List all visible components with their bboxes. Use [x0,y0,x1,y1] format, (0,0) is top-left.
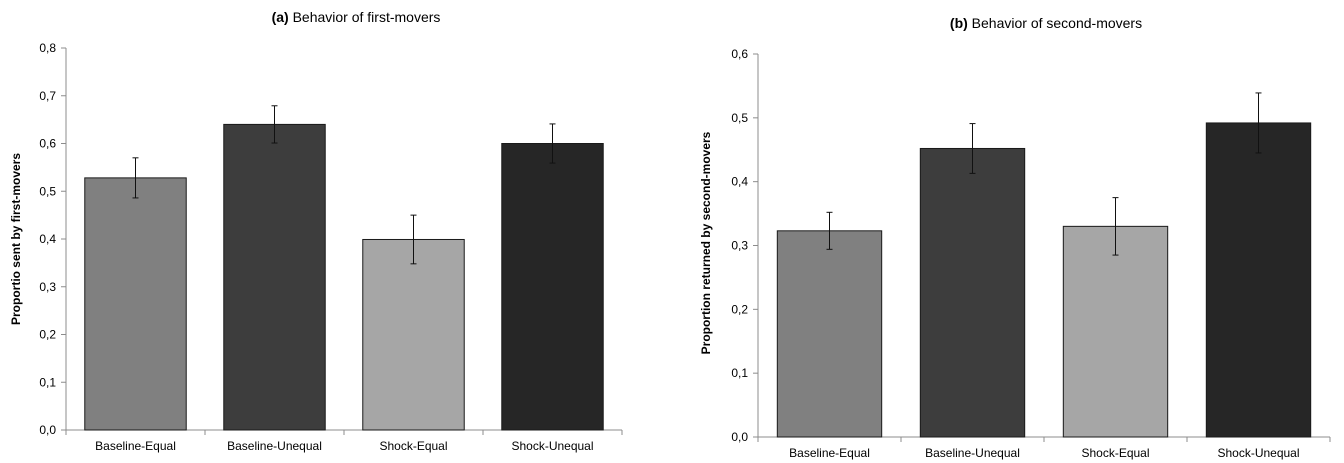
x-tick-label: Shock-Unequal [1217,446,1299,460]
bar-baseline-unequal [919,147,1026,438]
y-axis-label: Proportio sent by first-movers [9,153,23,325]
x-tick-label: Shock-Unequal [511,439,593,453]
y-tick-label: 0,0 [39,423,56,437]
bar-shock-unequal [501,143,604,431]
y-tick-label: 0,2 [731,302,748,316]
y-tick-label: 0,5 [731,111,748,125]
chart-panel-a: (a) Behavior of first-movers Proportio se… [9,9,623,453]
chart-panel-b: (b) Behavior of second-movers Proportion … [699,15,1331,460]
chart-title-prefix: (a) [272,9,293,25]
chart-title-text: Behavior of first-movers [293,9,441,25]
y-tick-label: 0,6 [731,47,748,61]
y-tick-label: 0,4 [39,232,56,246]
chart-title: (a) Behavior of first-movers [272,9,441,25]
bar-shock-unequal [1205,122,1312,438]
x-tick-label: Baseline-Unequal [227,439,322,453]
y-tick-label: 0,3 [731,239,748,253]
y-tick-label: 0,6 [39,137,56,151]
y-tick-label: 0,7 [39,89,56,103]
x-tick-label: Baseline-Unequal [925,446,1020,460]
y-tick-label: 0,2 [39,328,56,342]
y-tick-label: 0,3 [39,280,56,294]
x-tick-label: Shock-Equal [1081,446,1149,460]
chart-title-text: Behavior of second-movers [972,15,1142,31]
bar-baseline-unequal [223,123,326,431]
bar-shock-equal [362,238,465,431]
chart-title: (b) Behavior of second-movers [950,15,1142,31]
y-tick-label: 0,4 [731,175,748,189]
x-tick-label: Baseline-Equal [95,439,176,453]
y-tick-label: 0,1 [39,375,56,389]
bar-baseline-equal [776,230,883,438]
y-tick-label: 0,5 [39,184,56,198]
y-tick-label: 0,8 [39,41,56,55]
y-tick-label: 0,0 [731,430,748,444]
x-tick-label: Shock-Equal [379,439,447,453]
x-tick-label: Baseline-Equal [789,446,870,460]
y-axis-label: Proportion returned by second-movers [699,131,713,354]
bar-baseline-equal [84,177,187,431]
bar-shock-equal [1062,225,1169,438]
y-tick-label: 0,1 [731,366,748,380]
chart-title-prefix: (b) [950,15,972,31]
